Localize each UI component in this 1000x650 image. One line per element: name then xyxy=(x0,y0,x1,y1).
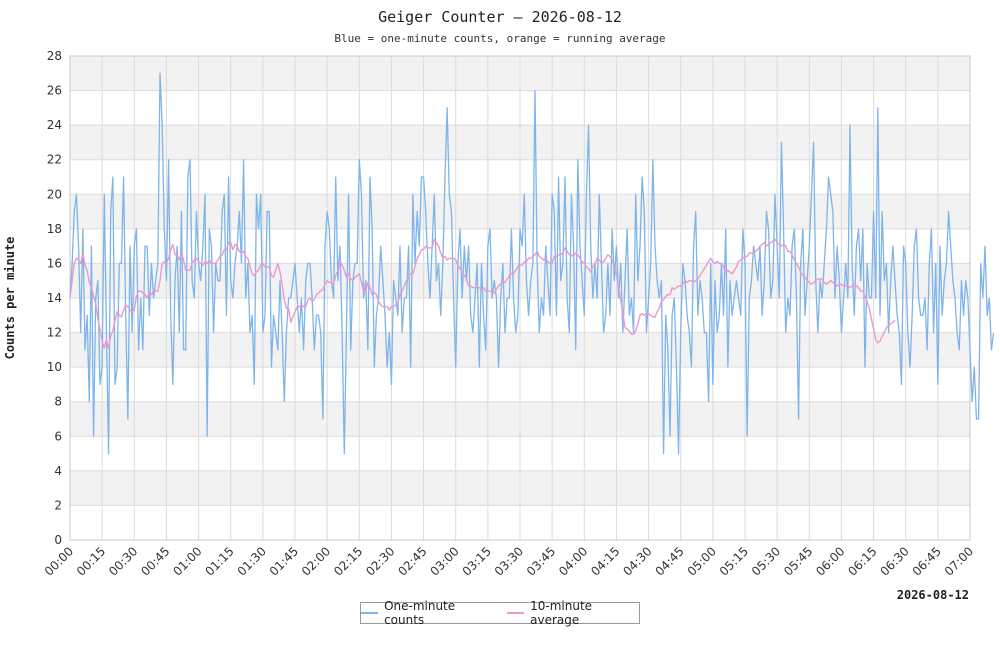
x-axis-date-label: 2026-08-12 xyxy=(897,588,969,600)
legend-swatch-counts xyxy=(361,612,379,614)
legend-item-counts: One-minute counts xyxy=(361,599,493,627)
x-tick-label: 01:30 xyxy=(235,544,269,578)
series-line-average xyxy=(69,238,896,349)
data-series xyxy=(69,72,995,455)
y-tick-label: 6 xyxy=(54,429,62,443)
x-tick-label: 04:45 xyxy=(652,544,686,578)
x-tick-label: 04:30 xyxy=(620,544,654,578)
x-tick-label: 01:00 xyxy=(170,544,204,578)
x-axis-ticks: 00:0000:1500:3000:4501:0001:1501:3001:45… xyxy=(42,544,976,578)
legend-label-counts: One-minute counts xyxy=(384,599,456,627)
x-tick-label: 06:30 xyxy=(877,544,911,578)
x-tick-label: 00:15 xyxy=(74,544,108,578)
chart-legend: One-minute counts 10-minute average xyxy=(360,599,640,627)
y-tick-label: 4 xyxy=(54,464,62,478)
y-tick-label: 0 xyxy=(54,533,62,547)
legend-label-average: 10-minute average xyxy=(530,599,593,627)
legend-item-average: 10-minute average xyxy=(507,599,639,627)
x-tick-label: 00:00 xyxy=(42,544,76,578)
x-tick-label: 05:30 xyxy=(749,544,783,578)
x-tick-label: 04:15 xyxy=(588,544,622,578)
y-tick-label: 26 xyxy=(47,84,62,98)
x-tick-label: 03:30 xyxy=(492,544,526,578)
chart-subtitle: Blue = one-minute counts, orange = runni… xyxy=(334,32,666,45)
x-tick-label: 05:45 xyxy=(781,544,815,578)
x-tick-label: 02:00 xyxy=(299,544,333,578)
x-tick-label: 01:15 xyxy=(202,544,236,578)
series-line-counts xyxy=(69,72,995,455)
y-tick-label: 28 xyxy=(47,49,62,63)
y-tick-label: 22 xyxy=(47,153,62,167)
x-tick-label: 05:00 xyxy=(685,544,719,578)
x-tick-label: 02:45 xyxy=(395,544,429,578)
y-tick-label: 8 xyxy=(54,395,62,409)
y-tick-label: 14 xyxy=(47,291,62,305)
chart-title: Geiger Counter – 2026-08-12 xyxy=(378,8,622,26)
y-tick-label: 20 xyxy=(47,187,62,201)
y-axis-label: Counts per minute xyxy=(3,237,17,360)
x-tick-label: 02:15 xyxy=(331,544,365,578)
x-tick-label: 00:30 xyxy=(106,544,140,578)
y-tick-label: 16 xyxy=(47,256,62,270)
y-tick-label: 2 xyxy=(54,498,62,512)
x-tick-label: 06:15 xyxy=(845,544,879,578)
x-tick-label: 05:15 xyxy=(717,544,751,578)
x-tick-label: 00:45 xyxy=(138,544,172,578)
x-tick-label: 06:45 xyxy=(910,544,944,578)
x-tick-label: 03:45 xyxy=(524,544,558,578)
y-tick-label: 10 xyxy=(47,360,62,374)
legend-swatch-average xyxy=(507,612,525,614)
x-tick-label: 01:45 xyxy=(267,544,301,578)
x-tick-label: 04:00 xyxy=(556,544,590,578)
x-tick-label: 06:00 xyxy=(813,544,847,578)
x-tick-label: 07:00 xyxy=(942,544,976,578)
y-tick-label: 12 xyxy=(47,326,62,340)
y-tick-label: 18 xyxy=(47,222,62,236)
y-tick-label: 24 xyxy=(47,118,62,132)
x-tick-label: 03:15 xyxy=(460,544,494,578)
x-tick-label: 02:30 xyxy=(363,544,397,578)
x-tick-label: 03:00 xyxy=(427,544,461,578)
